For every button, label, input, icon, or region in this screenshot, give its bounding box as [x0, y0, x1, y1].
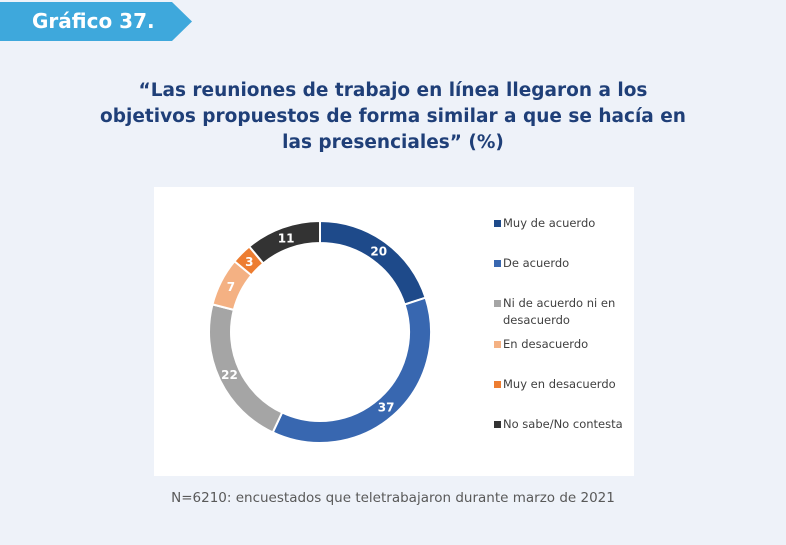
donut-slice — [319, 219, 427, 306]
legend-swatch — [494, 381, 501, 388]
chart-title: “Las reuniones de trabajo en línea llega… — [100, 80, 686, 153]
legend-item: En desacuerdo — [494, 336, 634, 353]
legend-label: En desacuerdo — [503, 337, 589, 351]
legend-label: Ni de acuerdo ni en desacuerdo — [503, 296, 616, 327]
slice-data-label: 11 — [278, 231, 295, 245]
legend-label: De acuerdo — [503, 256, 570, 270]
legend-swatch — [494, 300, 501, 307]
chart-number-tag: Gráfico 37. — [0, 2, 192, 41]
chart-number-label: Gráfico 37. — [32, 9, 155, 33]
slice-data-label: 22 — [221, 368, 238, 382]
slice-data-label: 37 — [378, 401, 395, 415]
footnote: N=6210: encuestados que teletrabajaron d… — [171, 490, 615, 506]
legend-label: No sabe/No contesta — [503, 417, 623, 431]
donut-slice — [271, 296, 432, 444]
donut-slice — [208, 303, 284, 434]
slice-data-label: 7 — [227, 280, 235, 294]
slice-data-label: 20 — [370, 245, 387, 259]
donut-chart: 20 37 22 73 11 — [208, 219, 432, 444]
donut-slice — [247, 219, 321, 265]
legend-item: Muy de acuerdo — [494, 215, 634, 232]
legend-swatch — [494, 421, 501, 428]
legend-label: Muy de acuerdo — [503, 216, 596, 230]
chart-area: 20 37 22 7 3 11 Muy de acuerdo De acuerdo Ni de… — [154, 187, 634, 476]
legend-swatch — [494, 220, 501, 227]
legend-swatch — [494, 260, 501, 267]
slice-data-label: 3 — [245, 255, 253, 269]
legend-item: Muy en desacuerdo — [494, 376, 634, 393]
legend-label: Muy en desacuerdo — [503, 377, 616, 391]
legend: Muy de acuerdo De acuerdo Ni de acuerdo ni… — [494, 187, 634, 476]
legend-item: No sabe/No contesta — [494, 416, 634, 433]
legend-item: De acuerdo — [494, 255, 634, 272]
legend-item: Ni de acuerdo ni en desacuerdo — [494, 295, 634, 329]
legend-swatch — [494, 341, 501, 348]
